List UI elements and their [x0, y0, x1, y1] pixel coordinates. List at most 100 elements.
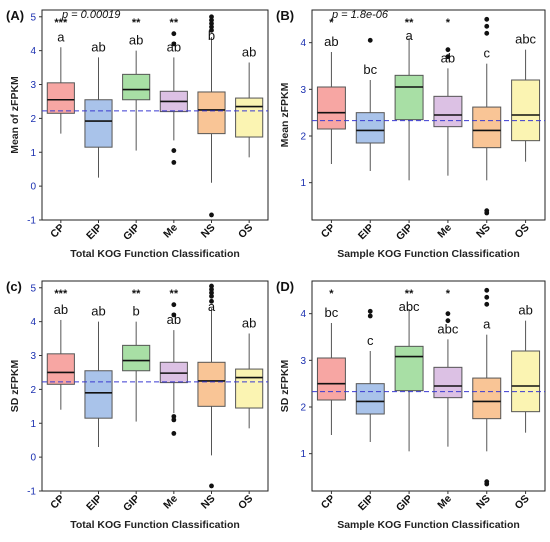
outlier-point — [171, 41, 177, 47]
outlier-point — [484, 16, 490, 22]
box-iqr — [433, 95, 463, 128]
outlier-point — [484, 287, 490, 293]
plot-frame — [41, 280, 269, 492]
x-tick-label: OS — [236, 222, 255, 241]
outlier-point — [484, 294, 490, 300]
chart-panel: (A) p = 0.00019 -1 0 1 2 3 4 5 Mean of zFPKM Total… — [6, 8, 269, 260]
y-tick-label: 2 — [30, 114, 36, 125]
outlier-point — [367, 37, 373, 43]
group-letter: b — [208, 28, 215, 43]
outlier-point — [209, 14, 214, 20]
x-tick-label: NS — [474, 222, 493, 241]
box-iqr — [84, 99, 113, 148]
x-axis-title: Sample KOG Function Classification — [337, 248, 520, 260]
box-iqr — [84, 370, 113, 419]
box-iqr — [394, 74, 424, 121]
significance-stars: * — [329, 288, 334, 300]
y-tick-label: 0 — [30, 453, 36, 464]
significance-stars: *** — [54, 17, 68, 29]
x-axis-title: Sample KOG Function Classification — [337, 519, 520, 531]
x-tick-label: EIP — [84, 222, 104, 242]
x-tick-label: NS — [199, 493, 218, 512]
significance-stars: ** — [132, 17, 141, 29]
plot-frame — [41, 9, 269, 221]
box-iqr — [197, 91, 226, 135]
chart-panel: (c) -1 0 1 2 3 4 5 SD zFPKM Total KOG Function Cl… — [6, 279, 269, 531]
significance-stars: ** — [170, 288, 179, 300]
outlier-point — [445, 47, 451, 53]
y-tick-label: 3 — [30, 351, 36, 362]
panel-label: (B) — [276, 8, 294, 23]
significance-stars: * — [329, 17, 334, 29]
outlier-point — [171, 160, 177, 165]
box-iqr — [197, 361, 226, 407]
outlier-point — [171, 414, 177, 419]
box-iqr — [122, 73, 151, 101]
x-tick-label: CP — [319, 222, 338, 241]
box-iqr — [511, 350, 541, 413]
y-tick-label: 5 — [30, 283, 36, 294]
x-tick-label: EIP — [84, 493, 104, 513]
x-axis-title: Total KOG Function Classification — [70, 519, 240, 531]
group-letter: c — [484, 46, 491, 61]
box-iqr — [235, 368, 264, 409]
significance-stars: ** — [405, 288, 414, 300]
significance-stars: ** — [170, 17, 179, 29]
panel-label: (c) — [6, 279, 22, 294]
outlier-point — [171, 302, 177, 308]
group-letter: abc — [399, 299, 420, 314]
y-tick-label: 2 — [300, 403, 306, 414]
outlier-point — [209, 27, 214, 33]
y-tick-label: 2 — [30, 385, 36, 396]
x-tick-label: CP — [48, 493, 67, 512]
panel-label: (D) — [276, 279, 294, 294]
outlier-point — [484, 481, 490, 487]
x-tick-label: NS — [199, 222, 218, 241]
x-tick-label: GIP — [121, 222, 142, 243]
group-letter: ab — [242, 45, 256, 60]
x-tick-label: GIP — [121, 493, 142, 514]
p-value-label: p = 0.00019 — [61, 9, 120, 21]
significance-stars: ** — [132, 288, 141, 300]
outlier-point — [171, 148, 177, 153]
x-tick-label: Me — [161, 222, 180, 241]
box-iqr — [235, 97, 264, 138]
box-iqr — [46, 353, 75, 385]
box-iqr — [355, 383, 385, 415]
y-tick-label: 1 — [300, 449, 306, 460]
x-tick-label: CP — [48, 222, 67, 241]
group-letter: ab — [518, 303, 532, 318]
x-axis-title: Total KOG Function Classification — [70, 248, 240, 260]
group-letter: ab — [91, 39, 105, 54]
group-letter: c — [367, 333, 374, 348]
y-tick-label: 1 — [30, 148, 36, 159]
outlier-point — [209, 293, 214, 299]
group-letter: a — [57, 29, 65, 44]
outlier-point — [171, 312, 177, 318]
outlier-point — [209, 290, 214, 296]
y-tick-label: 4 — [30, 46, 36, 57]
y-axis-title: Mean of zFPKM — [9, 76, 21, 154]
chart-panel: (D) 1 2 3 4 SD zFPKM Sample KOG Function Class… — [276, 279, 546, 531]
box-iqr — [316, 357, 346, 401]
group-letter: abc — [515, 32, 536, 47]
x-tick-label: GIP — [394, 493, 415, 514]
x-tick-label: Me — [435, 493, 454, 512]
group-letter: a — [483, 317, 491, 332]
box-iqr — [46, 82, 75, 114]
box-iqr — [511, 79, 541, 142]
outlier-point — [209, 283, 214, 289]
outlier-point — [171, 31, 177, 37]
y-tick-label: 3 — [30, 80, 36, 91]
x-tick-label: GIP — [394, 222, 415, 243]
outlier-point — [209, 17, 214, 23]
group-letter: abc — [437, 321, 458, 336]
outlier-point — [445, 318, 451, 324]
outlier-point — [171, 417, 177, 423]
y-tick-label: 3 — [300, 356, 306, 367]
box-iqr — [472, 377, 502, 420]
group-letter: a — [208, 299, 216, 314]
p-value-label: p = 1.8e-06 — [331, 9, 389, 21]
box-iqr — [394, 345, 424, 392]
